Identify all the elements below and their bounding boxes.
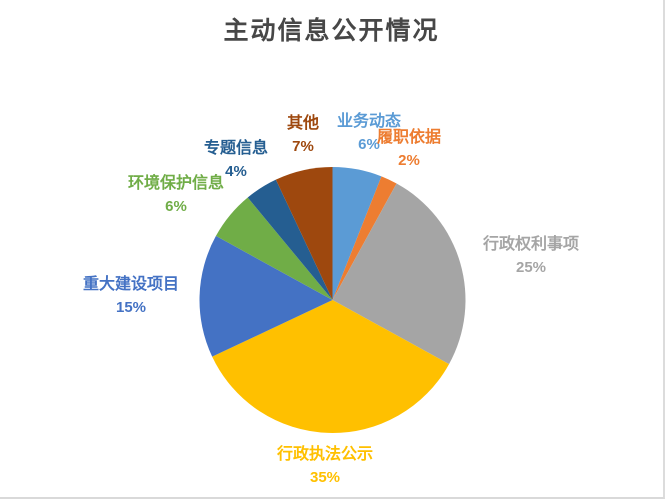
slice-percent-text: 35% (309, 469, 341, 486)
pie-slice-8 (275, 167, 333, 300)
slice-label-text: 履职依据 (376, 129, 442, 146)
pie-slice-3 (332, 183, 466, 365)
pie-slice-1 (332, 167, 382, 300)
slice-label-administrative-rights: 行政权利事项 25% (482, 236, 580, 276)
slice-label-text: 环境保护信息 (127, 175, 225, 192)
slice-percent-text: 6% (165, 198, 187, 215)
slice-label-major-construction-projects: 重大建设项目 15% (82, 276, 180, 316)
pie-slice-6 (215, 197, 333, 300)
pie-slice-2 (332, 176, 397, 300)
slice-percent-text: 15% (115, 299, 147, 316)
pie-slice-7 (247, 179, 333, 300)
slice-percent-text: 4% (225, 163, 247, 180)
slice-label-text: 业务动态 (336, 113, 402, 130)
pie-slice-4 (212, 300, 450, 433)
slice-percent-text: 7% (292, 138, 314, 155)
pie-slice-5 (199, 235, 333, 357)
chart-title: 主动信息公开情况 (223, 17, 440, 45)
slice-label-special-topic-info: 专题信息 4% (203, 140, 269, 180)
slice-percent-text: 2% (398, 152, 420, 169)
slice-percent-text: 6% (358, 136, 380, 153)
slice-label-environmental-protection-info: 环境保护信息 6% (127, 175, 225, 215)
pie-slices-group (199, 167, 466, 433)
slice-percent-text: 25% (515, 259, 547, 276)
slice-label-text: 专题信息 (203, 140, 269, 157)
slice-label-text: 行政执法公示 (276, 446, 374, 463)
slice-label-law-enforcement-publicity: 行政执法公示 35% (276, 446, 374, 486)
slice-label-other: 其他 7% (286, 115, 320, 155)
slice-label-text: 重大建设项目 (82, 276, 180, 293)
slice-label-duty-basis: 履职依据 2% (376, 129, 442, 169)
slice-label-business-updates: 业务动态 6% (336, 113, 402, 153)
slice-label-text: 其他 (286, 115, 320, 132)
slice-label-text: 行政权利事项 (482, 236, 580, 253)
